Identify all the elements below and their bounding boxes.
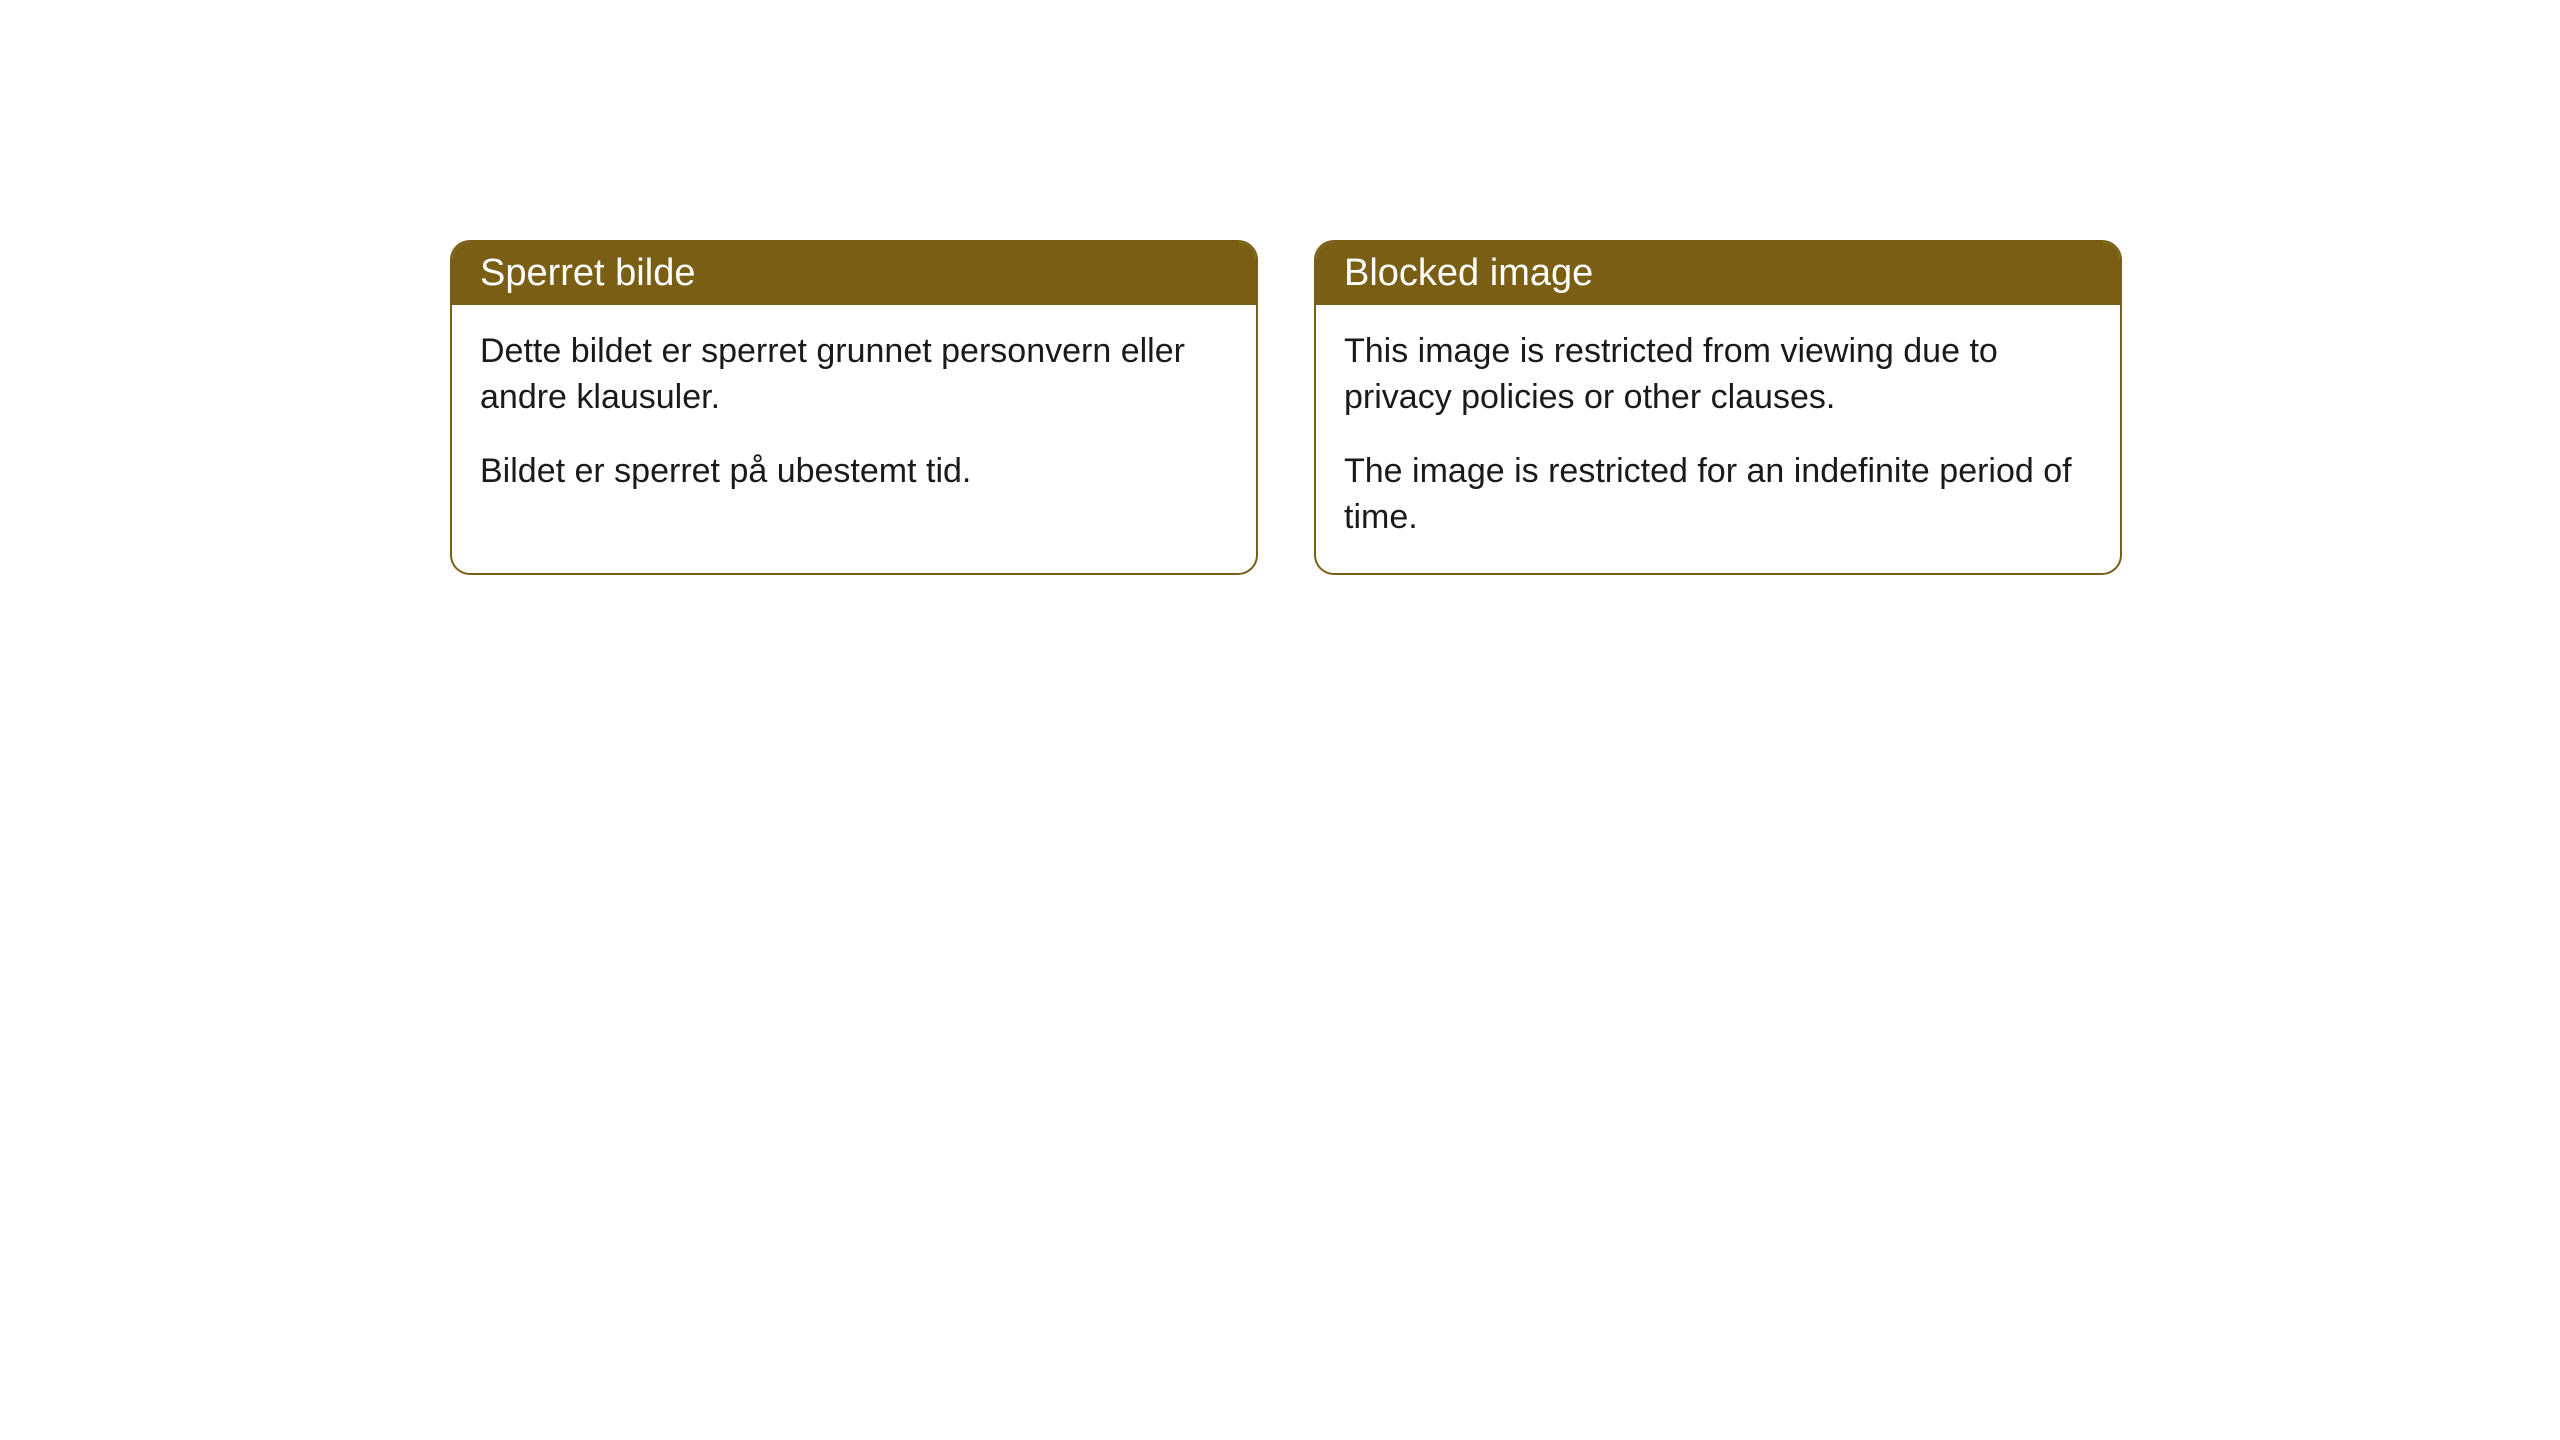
notice-paragraph: The image is restricted for an indefinit… [1344,449,2092,541]
notice-paragraph: Bildet er sperret på ubestemt tid. [480,449,1228,495]
notice-container: Sperret bilde Dette bildet er sperret gr… [450,240,2122,575]
notice-card-header: Blocked image [1316,242,2120,305]
notice-card-header: Sperret bilde [452,242,1256,305]
notice-card-body: This image is restricted from viewing du… [1316,305,2120,573]
notice-card-english: Blocked image This image is restricted f… [1314,240,2122,575]
notice-paragraph: This image is restricted from viewing du… [1344,329,2092,421]
notice-card-body: Dette bildet er sperret grunnet personve… [452,305,1256,527]
notice-card-norwegian: Sperret bilde Dette bildet er sperret gr… [450,240,1258,575]
notice-title: Sperret bilde [480,252,695,294]
notice-title: Blocked image [1344,252,1593,294]
notice-paragraph: Dette bildet er sperret grunnet personve… [480,329,1228,421]
